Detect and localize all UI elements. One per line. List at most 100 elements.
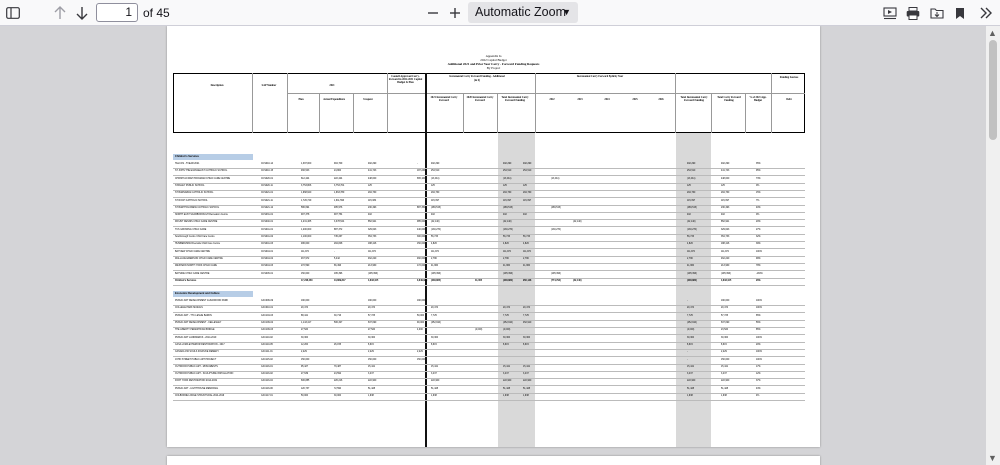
scroll-down-icon[interactable]: ▼ <box>988 453 997 463</box>
row-cell: 30,300 <box>523 336 531 339</box>
save-icon[interactable] <box>929 3 945 23</box>
pdf-page-1: Appendix Ia 2022 Capital Budget Addition… <box>167 26 820 447</box>
page-number-input[interactable]: 1 <box>96 3 138 22</box>
row-description: Scarborough Centre Child Care Centre <box>175 236 215 238</box>
row-cell: 492,290 <box>721 163 730 165</box>
row-cell: (42,140) <box>431 221 440 224</box>
row-cell: 115,397 <box>721 199 730 202</box>
row-cell: 150,000 <box>721 358 730 361</box>
row-sap-number: CCS044-01 <box>261 250 274 253</box>
presentation-icon[interactable] <box>882 3 898 23</box>
row-cell: 50,000 <box>417 314 425 317</box>
row-cell: 745,267 <box>334 236 343 238</box>
row-line <box>173 341 805 343</box>
row-sap-number: CCS041-03 <box>261 243 274 246</box>
row-cell: 57,725 <box>721 314 729 317</box>
grid-line <box>287 93 805 94</box>
col-y2024: 2024 <box>604 98 610 101</box>
scrollbar-thumb[interactable] <box>989 40 997 140</box>
row-description: FORT YORK RESTORATION 2014-2019 <box>175 380 217 383</box>
row-cell: 17,248,460 <box>301 279 313 282</box>
row-cell: 17% <box>756 365 761 368</box>
row-description: COLBORNE LODGE STRUCTURAL 2014-2019 <box>175 395 225 397</box>
row-cell: 8,615 <box>368 343 374 346</box>
row-cell: 294,760 <box>431 192 440 195</box>
col-total-carry: Total Carry Forward Funding <box>717 96 741 102</box>
table-row: JOHN STREET PUBLIC ART PROJECT CAC115-02 1… <box>173 357 805 364</box>
row-cell: 125 <box>431 184 435 187</box>
table-row: TELCCS - 5YEAR 2021 CCS010-14 1,397,000 904… <box>173 161 805 168</box>
row-cell: (130,270) <box>503 228 513 231</box>
row-cell: (195,396) <box>503 272 513 275</box>
row-description: CASA LOMA EXTERIOR RESTORATION - 2017 <box>175 343 225 346</box>
table-row: PUBLIC ART LANDMARKS - 2014-2019 CAC110-0… <box>173 335 805 342</box>
row-cell: 637,090 <box>721 322 730 324</box>
row-cell: 8,615 <box>687 343 693 346</box>
row-cell: 30,300 <box>687 336 695 339</box>
row-cell: 294,760 <box>687 192 696 195</box>
row-cell: 852,921 <box>721 221 730 224</box>
sidebar-icon[interactable] <box>5 3 21 23</box>
row-cell: (4,000) <box>503 329 511 332</box>
row-cell: 466,543 <box>301 170 310 173</box>
row-cell: 462,220 <box>721 257 730 260</box>
scroll-up-icon[interactable]: ▲ <box>988 28 997 38</box>
row-sap-number: CAC006-09 <box>261 300 274 303</box>
row-line <box>173 248 805 250</box>
document-viewer[interactable]: Appendix Ia 2022 Capital Budget Addition… <box>0 26 1000 465</box>
row-description: OUTDOOR PUBLIC ART - SCULPTURE INSTALLAT… <box>175 373 234 376</box>
row-sap-number: CAC116-02 <box>261 373 273 376</box>
zoom-out-icon[interactable] <box>425 3 441 23</box>
table-header <box>173 73 805 133</box>
row-description: JOHN STREET PUBLIC ART PROJECT <box>175 358 217 361</box>
row-cell: 3,437 <box>523 373 529 376</box>
tools-icon[interactable] <box>978 3 994 23</box>
row-cell: 3,437 <box>721 373 727 376</box>
row-description: HUMBERVIEW Riverside Child Care Centre <box>175 243 221 246</box>
doc-header-line-1: Appendix Ia <box>485 54 502 58</box>
row-sap-number: CAC010-01 <box>261 307 274 310</box>
print-icon[interactable] <box>905 3 921 23</box>
row-cell: 1,938 <box>687 395 693 397</box>
row-description: CHRISTIAN MAP PROGRAM CHILD CARE CENTRE <box>175 177 231 180</box>
row-cell: (13,011) <box>431 177 440 180</box>
row-description: NORTH EAST SCARBOROUGH Recreation Centre <box>175 214 228 217</box>
row-cell: 41,960 <box>503 265 511 268</box>
row-cell: (130,270) <box>551 228 561 231</box>
table-row: MOUNT DENNIS CHILD CARE CENTRE CCS040-01 4… <box>173 219 805 226</box>
grid-line <box>497 93 498 133</box>
bookmark-icon[interactable] <box>952 3 968 23</box>
row-cell: 20,474 <box>368 307 376 310</box>
row-cell: 50,000 <box>301 395 309 397</box>
zoom-in-icon[interactable] <box>447 3 463 23</box>
row-cell: 222,900 <box>687 380 696 383</box>
row-description: MOUNT DENNIS CHILD CARE CENTRE <box>175 221 218 224</box>
row-cell: 665,100 <box>417 177 426 180</box>
row-sap-number: CCS021-12 <box>261 206 274 209</box>
table-row: WESTERN NORTH YORK CHILD CARE CCS044-03 27… <box>173 263 805 270</box>
row-cell: 492,290 <box>368 163 377 165</box>
row-cell: 115,397 <box>503 199 512 202</box>
row-cell: 40% <box>756 206 761 209</box>
row-line <box>173 363 805 365</box>
row-cell: (42,140) <box>573 221 582 224</box>
row-cell: 100% <box>756 358 762 361</box>
grid-line <box>711 93 712 133</box>
row-cell: 0% <box>756 184 760 187</box>
row-cell: 78% <box>756 265 761 268</box>
row-cell: 2,229 <box>417 351 423 354</box>
table-row: BAYVIEW CHILD CARE CENTRE CCS044-01 111,97… <box>173 249 805 256</box>
row-cell: 30,300 <box>721 336 729 339</box>
down-arrow-icon[interactable] <box>74 3 90 23</box>
zoom-select[interactable]: Automatic Zoom ▼ <box>468 2 578 23</box>
row-line <box>173 233 805 235</box>
row-cell: -130% <box>756 272 763 275</box>
table-row: CASA LOMA EXTERIOR RESTORATION - 2017 CAC… <box>173 342 805 349</box>
row-sap-number: CCS021-01 <box>261 192 274 195</box>
row-cell: 226,216 <box>334 380 343 383</box>
row-cell: 20,474 <box>503 307 511 310</box>
row-description: ST JOHN THE EVANGELIST CATHOLIC SCHOOL <box>175 170 228 173</box>
row-cell: 56,733 <box>503 236 511 238</box>
up-arrow-icon[interactable] <box>52 3 68 23</box>
row-cell: 150,000 <box>417 243 426 246</box>
